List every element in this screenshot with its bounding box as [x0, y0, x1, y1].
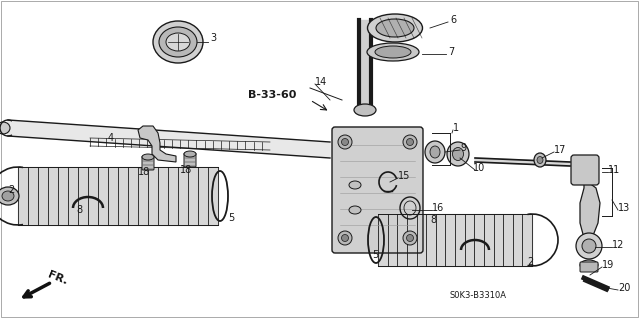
Text: 5: 5 [228, 213, 234, 223]
Text: 2: 2 [8, 185, 14, 195]
Text: S0K3-B3310A: S0K3-B3310A [450, 291, 507, 300]
Ellipse shape [430, 146, 440, 158]
Text: FR.: FR. [46, 270, 68, 286]
FancyBboxPatch shape [580, 262, 598, 272]
Ellipse shape [447, 142, 469, 166]
Ellipse shape [425, 141, 445, 163]
Ellipse shape [534, 153, 546, 167]
Text: 18: 18 [138, 167, 150, 177]
Circle shape [342, 234, 349, 241]
Ellipse shape [367, 14, 422, 42]
Text: 6: 6 [450, 15, 456, 25]
Circle shape [406, 138, 413, 145]
Polygon shape [18, 167, 218, 225]
Text: 7: 7 [448, 47, 454, 57]
Text: 8: 8 [76, 205, 82, 215]
Ellipse shape [375, 46, 411, 58]
Text: 13: 13 [618, 203, 630, 213]
Circle shape [403, 135, 417, 149]
Polygon shape [359, 20, 371, 105]
Ellipse shape [184, 151, 196, 157]
Ellipse shape [2, 191, 14, 201]
Text: 9: 9 [460, 143, 466, 153]
Ellipse shape [367, 43, 419, 61]
Text: 4: 4 [108, 133, 114, 143]
Ellipse shape [166, 33, 190, 51]
Text: 10: 10 [473, 163, 485, 173]
Ellipse shape [580, 260, 598, 270]
Text: 18: 18 [180, 165, 192, 175]
Polygon shape [475, 158, 570, 166]
Ellipse shape [376, 19, 414, 37]
Polygon shape [580, 182, 600, 238]
Ellipse shape [349, 181, 361, 189]
Text: 12: 12 [612, 240, 625, 250]
Text: 16: 16 [432, 203, 444, 213]
Text: 8: 8 [430, 215, 436, 225]
Text: 14: 14 [315, 77, 327, 87]
Circle shape [342, 138, 349, 145]
Polygon shape [8, 120, 330, 158]
Text: 20: 20 [618, 283, 630, 293]
Ellipse shape [142, 154, 154, 160]
Ellipse shape [159, 27, 197, 57]
Ellipse shape [537, 157, 543, 164]
Text: 3: 3 [210, 33, 216, 43]
Text: B-33-60: B-33-60 [248, 90, 296, 100]
Circle shape [338, 135, 352, 149]
Ellipse shape [452, 147, 463, 160]
Text: 19: 19 [602, 260, 614, 270]
Text: 2: 2 [527, 257, 533, 267]
Circle shape [338, 231, 352, 245]
Ellipse shape [0, 122, 10, 134]
Ellipse shape [349, 206, 361, 214]
Ellipse shape [153, 21, 203, 63]
Circle shape [576, 233, 602, 259]
Polygon shape [378, 214, 532, 266]
FancyBboxPatch shape [142, 156, 154, 170]
Polygon shape [138, 126, 176, 162]
Circle shape [582, 239, 596, 253]
Text: 5: 5 [372, 250, 378, 260]
Text: 17: 17 [554, 145, 566, 155]
Text: 11: 11 [608, 165, 620, 175]
Ellipse shape [0, 187, 19, 205]
FancyBboxPatch shape [571, 155, 599, 185]
Circle shape [403, 231, 417, 245]
FancyBboxPatch shape [184, 153, 196, 167]
FancyBboxPatch shape [332, 127, 423, 253]
Ellipse shape [354, 104, 376, 116]
Text: 15: 15 [398, 171, 410, 181]
Circle shape [406, 234, 413, 241]
Text: 1: 1 [453, 123, 459, 133]
